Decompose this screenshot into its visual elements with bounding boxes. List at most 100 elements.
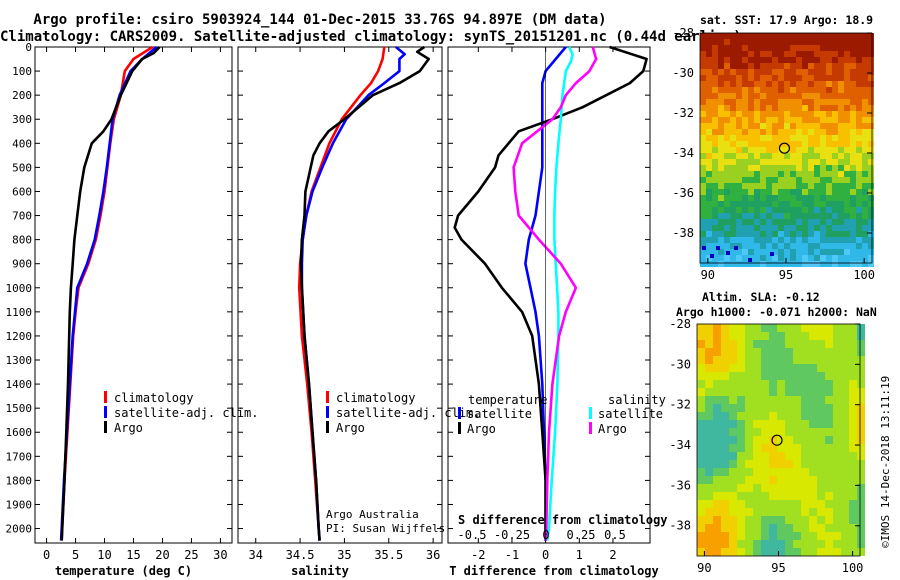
sla-heat-cell [777,484,785,492]
sla-heat-cell [841,516,849,524]
sst-heat-cell [778,135,784,141]
sst-heat-cell [706,177,712,183]
sst-heat-cell [754,39,760,45]
sst-heat-cell [730,153,736,159]
sst-heat-cell [730,207,736,213]
sst-heat-cell [772,105,778,111]
sst-heat-cell [754,123,760,129]
sla-heat-cell [801,532,809,540]
sla-heat-cell [809,500,817,508]
sla-heat-cell [777,412,785,420]
sst-heat-cell [808,63,814,69]
sla-heat-cell [713,412,721,420]
sst-heat-cell [724,201,730,207]
sst-deep-blue-cell [770,252,774,256]
sst-heat-cell [724,177,730,183]
sla-heat-cell [705,476,713,484]
sst-heat-cell [712,69,718,75]
sst-heat-cell [802,189,808,195]
sst-heat-cell [832,75,838,81]
sst-heat-cell [784,33,790,39]
sst-heat-cell [784,51,790,57]
sla-heat-cell [825,524,833,532]
sst-heat-cell [856,213,862,219]
sla-heat-cell [857,332,865,340]
sst-heat-cell [712,147,718,153]
series-line-salinity-argo [512,46,598,541]
sst-heat-cell [784,261,790,267]
sst-heat-cell [832,165,838,171]
sst-heat-cell [724,87,730,93]
sst-heat-cell [844,171,850,177]
sst-heat-cell [796,45,802,51]
sla-heat-cell [857,476,865,484]
sla-heat-cell [713,460,721,468]
top-axis-label: S difference from climatology [458,513,668,527]
sst-heat-cell [766,249,772,255]
sla-heat-cell [769,460,777,468]
sst-heat-cell [700,75,706,81]
sla-heat-cell [841,420,849,428]
sla-heat-cell [737,372,745,380]
sla-heat-cell [841,412,849,420]
sst-heat-cell [766,105,772,111]
sla-heat-cell [777,396,785,404]
sla-heat-cell [841,428,849,436]
sst-heat-cell [856,177,862,183]
sst-heat-cell [814,153,820,159]
sla-heat-cell [817,324,825,332]
sst-heat-cell [856,39,862,45]
sst-heat-cell [814,213,820,219]
sst-heat-cell [796,207,802,213]
sla-heat-cell [785,324,793,332]
sst-heat-cell [778,231,784,237]
sst-heat-cell [754,171,760,177]
sla-heat-cell [729,348,737,356]
sst-heat-cell [838,117,844,123]
panel-3-x-tick-label: 0 [542,548,549,562]
sst-heat-cell [844,231,850,237]
sst-heat-cell [808,219,814,225]
sst-heat-cell [736,225,742,231]
sst-heat-cell [754,93,760,99]
sst-heat-cell [850,69,856,75]
sst-heat-cell [712,261,718,267]
sst-heat-cell [790,255,796,261]
sst-heat-cell [724,45,730,51]
sla-heat-cell [737,388,745,396]
sst-heat-cell [784,135,790,141]
sst-heat-cell [826,117,832,123]
sst-heat-cell [820,93,826,99]
sst-heat-cell [784,225,790,231]
sla-heat-cell [713,452,721,460]
sst-heat-cell [844,165,850,171]
sst-heat-cell [706,189,712,195]
sst-heat-cell [826,45,832,51]
sst-heat-cell [856,249,862,255]
sst-heat-cell [844,117,850,123]
sst-heat-cell [868,207,874,213]
sst-heat-cell [724,159,730,165]
sst-heat-cell [862,63,868,69]
sst-heat-cell [742,147,748,153]
sla-heat-cell [841,484,849,492]
sla-heat-cell [769,452,777,460]
sst-heat-cell [796,225,802,231]
sla-heat-cell [857,364,865,372]
sst-heat-cell [730,99,736,105]
sla-heat-cell [761,452,769,460]
sst-heat-cell [730,201,736,207]
sla-heat-cell [785,492,793,500]
sst-heat-cell [730,177,736,183]
sst-heat-cell [796,213,802,219]
sla-heat-cell [849,332,857,340]
sla-heat-cell [849,420,857,428]
sst-heat-cell [790,213,796,219]
sst-heat-cell [784,243,790,249]
sst-heat-cell [820,135,826,141]
sla-heat-cell [729,444,737,452]
sla-heat-cell [705,412,713,420]
sst-heat-cell [820,171,826,177]
sla-heat-cell [721,468,729,476]
sla-heat-cell [841,548,849,556]
